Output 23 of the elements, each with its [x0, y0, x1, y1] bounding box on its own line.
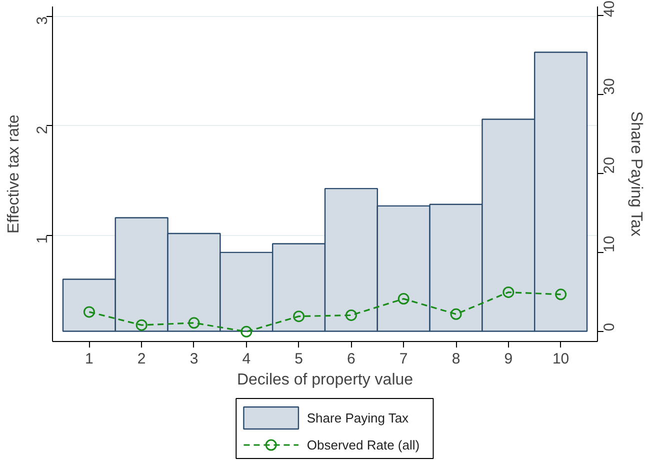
y-axis-title: Effective tax rate — [6, 114, 22, 234]
x-tick-label: 6 — [347, 350, 356, 368]
y2-axis-title: Share Paying Tax — [628, 111, 644, 236]
y2-tick-label: 30 — [601, 78, 618, 95]
x-tick-label: 10 — [552, 350, 570, 368]
legend-label: Observed Rate (all) — [306, 438, 420, 452]
x-tick-label: 5 — [294, 350, 303, 368]
y2-tick-label: 10 — [601, 236, 618, 252]
x-tick-label: 7 — [399, 350, 408, 368]
y-tick-label: 2 — [34, 126, 51, 134]
x-tick-label: 9 — [504, 350, 513, 368]
y-tick-label: 3 — [34, 16, 51, 25]
y2-tick-label: 20 — [601, 156, 618, 174]
x-axis-title: Deciles of property value — [236, 372, 414, 388]
x-tick-label: 8 — [452, 350, 460, 368]
legend-label: Share Paying Tax — [306, 410, 410, 426]
y2-tick-label: 0 — [601, 322, 618, 332]
y2-tick-label: 40 — [601, 0, 618, 18]
x-tick-label: 4 — [242, 350, 251, 368]
y-tick-label: 1 — [34, 235, 51, 244]
x-tick-label: 3 — [190, 350, 198, 368]
x-tick-label: 1 — [85, 350, 94, 368]
x-tick-label: 2 — [137, 350, 146, 368]
